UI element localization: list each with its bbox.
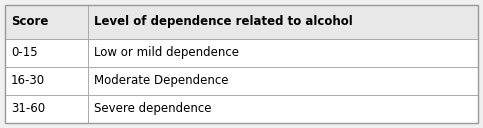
Bar (5, 5, 478, 39)
Bar (5, 95, 478, 123)
Bar (5, 67, 478, 95)
Text: Low or mild dependence: Low or mild dependence (94, 46, 239, 59)
Text: Level of dependence related to alcohol: Level of dependence related to alcohol (94, 15, 353, 28)
Text: 16-30: 16-30 (11, 74, 45, 87)
Text: 31-60: 31-60 (11, 102, 45, 115)
Text: Severe dependence: Severe dependence (94, 102, 211, 115)
Text: Score: Score (11, 15, 48, 28)
Text: 0-15: 0-15 (11, 46, 38, 59)
Text: Moderate Dependence: Moderate Dependence (94, 74, 228, 87)
Bar (5, 39, 478, 67)
